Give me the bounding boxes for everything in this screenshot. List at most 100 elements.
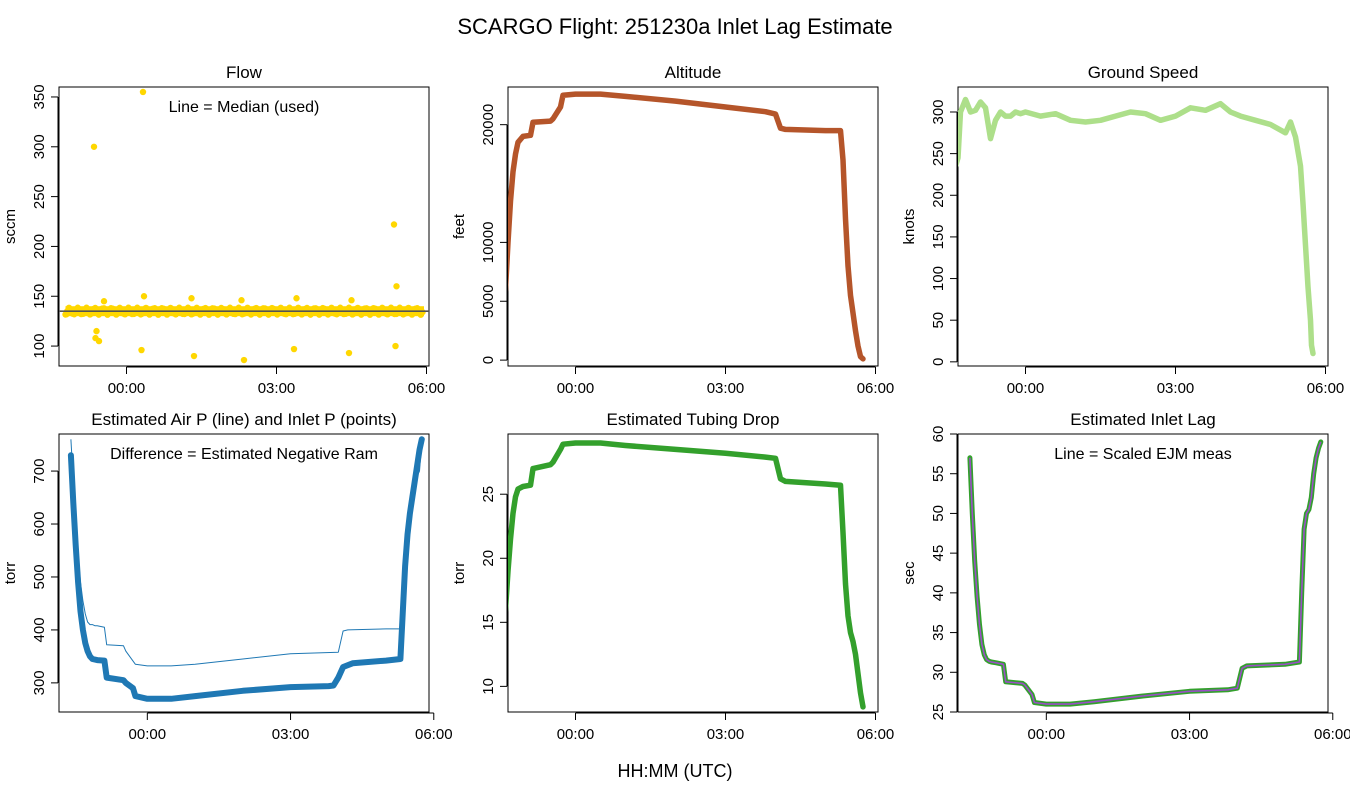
pressure-x-tick-label: 06:00	[415, 726, 453, 743]
flow-annotation: Line = Median (used)	[169, 99, 320, 116]
inlet_lag-x-tick-label: 00:00	[1028, 726, 1066, 743]
pressure-y-tick-label: 700	[31, 459, 48, 484]
flow-point	[63, 310, 70, 318]
inlet-pressure-points	[67, 436, 425, 702]
flow-x-tick-label: 06:00	[408, 380, 446, 397]
ground_speed-y-tick-label: 100	[930, 266, 947, 291]
flow-point	[139, 88, 147, 96]
pressure-plot-area	[67, 436, 425, 702]
flow-point	[240, 356, 248, 364]
altitude-plot-area	[508, 91, 866, 362]
flow-point	[93, 327, 100, 335]
altitude-ylabel: feet	[451, 213, 468, 239]
flow-point	[345, 349, 353, 357]
inlet_lag-y-tick-label: 60	[930, 426, 947, 443]
inlet_lag-ylabel: sec	[901, 561, 918, 585]
ground_speed-y-tick-label: 200	[930, 183, 947, 208]
flow-point	[392, 342, 399, 350]
inlet_lag-y-tick-label: 55	[930, 465, 947, 482]
ground_speed-ylabel: knots	[901, 209, 918, 245]
ground_speed-y-tick-label: 0	[930, 358, 947, 366]
pressure-plot-frame	[58, 433, 430, 713]
ground_speed-x-tick-label: 03:00	[1157, 380, 1195, 397]
pressure-y-tick-label: 400	[31, 617, 48, 642]
inlet_lag-plot-area	[967, 439, 1324, 707]
tubing_drop-title: Estimated Tubing Drop	[607, 410, 780, 429]
tubing_drop-plot-frame	[507, 433, 879, 713]
pressure-title: Estimated Air P (line) and Inlet P (poin…	[91, 410, 397, 429]
pressure-y-tick-label: 600	[31, 512, 48, 537]
tubing_drop-y-tick-label: 20	[480, 550, 497, 567]
altitude-x-tick-label: 06:00	[857, 380, 895, 397]
tubing_drop-y-tick-label: 10	[480, 678, 497, 695]
tubing_drop-plot-area	[508, 440, 866, 710]
inlet_lag-title: Estimated Inlet Lag	[1070, 410, 1216, 429]
ground_speed-y-tick-label: 50	[930, 312, 947, 329]
tubing_drop-y-tick-label: 25	[480, 486, 497, 503]
inlet_lag-y-tick-label: 25	[930, 704, 947, 721]
flow-point	[290, 345, 298, 353]
tubing_drop-panel: Estimated Tubing Drop torr 10 15 20 25 00:00 03…	[451, 410, 894, 743]
flow-point	[92, 334, 99, 342]
flow-x-tick-label: 03:00	[258, 380, 296, 397]
figure-xlabel: HH:MM (UTC)	[618, 761, 733, 781]
tubing_drop-x-tick-label: 00:00	[557, 726, 595, 743]
inlet_lag-y-tick-label: 30	[930, 664, 947, 681]
ground_speed-title: Ground Speed	[1088, 63, 1199, 82]
pressure-x-tick-label: 00:00	[129, 726, 167, 743]
pressure-y-tick-label: 500	[31, 564, 48, 589]
pressure-x-tick-label: 03:00	[272, 726, 310, 743]
tubing_drop-y-axis: 10 15 20 25	[480, 486, 508, 695]
inlet_lag-panel: Estimated Inlet Lag sec 25 30 35 40 45 50 55 60 00…	[901, 410, 1350, 743]
ground_speed-y-axis: 0 50 100 150 200 250 300	[930, 99, 958, 366]
flow-point	[100, 298, 108, 305]
inlet_lag-y-tick-label: 50	[930, 505, 947, 522]
flow-point	[348, 297, 355, 304]
inlet_lag-y-tick-label: 40	[930, 585, 947, 602]
figure-title: SCARGO Flight: 251230a Inlet Lag Estimat…	[457, 14, 892, 39]
flow-point	[293, 295, 300, 302]
inlet_lag-annotation: Line = Scaled EJM meas	[1054, 446, 1231, 463]
altitude-y-tick-label: 0	[480, 356, 497, 364]
inlet_lag-y-tick-label: 45	[930, 545, 947, 562]
flow-y-tick-label: 200	[31, 234, 48, 259]
flow-ylabel: sccm	[2, 209, 19, 244]
pressure-x-axis: 00:00 03:00 06:00	[129, 712, 453, 743]
ground_speed-y-tick-label: 150	[930, 224, 947, 249]
inlet_lag-y-tick-label: 35	[930, 624, 947, 641]
flow-point	[393, 283, 400, 290]
pressure-ylabel: torr	[2, 562, 19, 585]
flow-y-tick-label: 300	[31, 134, 48, 159]
ground_speed-x-axis: 00:00 03:00 06:00	[1007, 366, 1345, 397]
flow-point	[90, 143, 98, 150]
ground_speed-x-tick-label: 06:00	[1307, 380, 1345, 397]
pressure-y-tick-label: 300	[31, 670, 48, 695]
inlet_lag-x-tick-label: 06:00	[1314, 726, 1350, 743]
altitude-series-line	[508, 91, 866, 362]
pressure-panel: Estimated Air P (line) and Inlet P (poin…	[2, 410, 453, 743]
ground_speed-plot-area	[958, 96, 1316, 357]
ground_speed-y-tick-label: 300	[930, 99, 947, 124]
inlet_lag-plot-frame	[957, 433, 1329, 713]
tubing_drop-x-axis: 00:00 03:00 06:00	[557, 712, 895, 743]
flow-y-tick-label: 150	[31, 284, 48, 309]
ground_speed-plot-frame	[957, 86, 1329, 367]
tubing_drop-x-tick-label: 03:00	[707, 726, 745, 743]
ground_speed-y-tick-label: 250	[930, 141, 947, 166]
flow-y-tick-label: 350	[31, 84, 48, 109]
tubing_drop-series-line	[508, 440, 866, 710]
air-pressure-line	[70, 439, 423, 667]
inlet_lag-x-axis: 00:00 03:00 06:00	[1028, 712, 1350, 743]
altitude-y-tick-label: 5000	[480, 285, 497, 318]
altitude-title: Altitude	[665, 63, 722, 82]
ground_speed-panel: Ground Speed knots 0 50 100 150 200 250 300 00:00…	[901, 63, 1344, 397]
tubing_drop-x-tick-label: 06:00	[857, 726, 895, 743]
flow-y-axis: 100 150 200 250 300 350	[31, 84, 59, 359]
tubing_drop-y-tick-label: 15	[480, 614, 497, 631]
ground_speed-series-line	[958, 96, 1316, 357]
flow-x-tick-label: 00:00	[108, 380, 146, 397]
inlet_lag-y-axis: 25 30 35 40 45 50 55 60	[930, 426, 958, 721]
tubing_drop-ylabel: torr	[451, 562, 468, 585]
